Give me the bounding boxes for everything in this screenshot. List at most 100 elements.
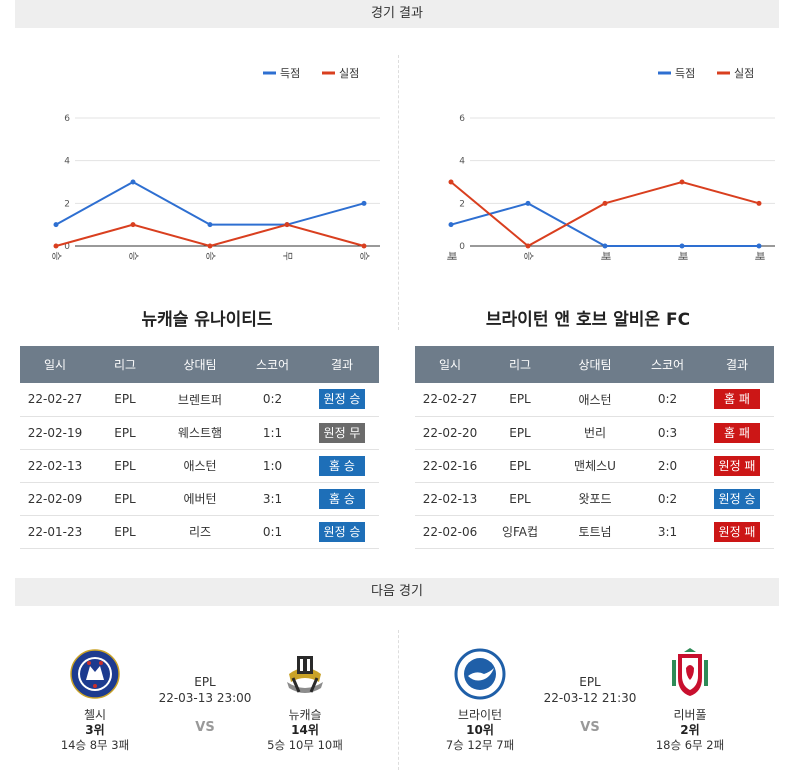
series-scored-point bbox=[448, 222, 454, 228]
next-match-card: 첼시 3위 14승 8무 3패 EPL 22-03-13 23:00 VS 뉴캐… bbox=[40, 640, 380, 770]
cell-date: 22-02-13 bbox=[415, 482, 485, 516]
form-chart-newcastle: 0 2 4 6 득점 실점승 승 승 무 승 bbox=[50, 67, 380, 261]
cell-league: EPL bbox=[90, 449, 160, 483]
team-title-right: 브라이턴 앤 호브 알비온 FC bbox=[485, 310, 691, 330]
x-tick-label: 승 bbox=[50, 251, 62, 260]
result-badge: 홈 패 bbox=[714, 389, 760, 410]
series-scored-point bbox=[53, 222, 59, 228]
home-team: 브라이턴 10위 7승 12무 7패 bbox=[425, 640, 535, 753]
series-conceded-point bbox=[284, 222, 290, 228]
table-row: 22-02-16 EPL 맨체스U 2:0 원정 패 bbox=[415, 449, 774, 483]
series-conceded-point bbox=[130, 222, 136, 228]
table-row: 22-02-27 EPL 애스턴 0:2 홈 패 bbox=[415, 383, 774, 417]
team-name: 브라이턴 bbox=[457, 708, 503, 722]
table-row: 22-01-23 EPL 리즈 0:1 원정 승 bbox=[20, 515, 379, 549]
match-league: EPL bbox=[194, 675, 216, 689]
cell-result: 원정 패 bbox=[700, 449, 774, 483]
cell-opponent: 웨스트햄 bbox=[160, 416, 240, 450]
header-score: 스코어 bbox=[635, 346, 700, 383]
cell-date: 22-02-06 bbox=[415, 515, 485, 549]
series-conceded-point bbox=[207, 243, 213, 249]
team-rank: 3위 bbox=[85, 723, 105, 737]
cell-score: 3:1 bbox=[240, 482, 305, 516]
cell-date: 22-02-27 bbox=[415, 383, 485, 417]
series-scored-point bbox=[756, 243, 762, 249]
form-chart-brighton: 0 2 4 6 득점 실점패 승 패 패 패 bbox=[445, 67, 775, 261]
x-tick-label: 패 bbox=[445, 251, 457, 260]
header-result: 결과 bbox=[700, 346, 774, 383]
cell-league: EPL bbox=[90, 482, 160, 516]
x-tick-label: 패 bbox=[676, 251, 688, 260]
y-tick-label: 2 bbox=[459, 199, 465, 209]
series-conceded-point bbox=[53, 243, 59, 249]
team-record: 14승 8무 3패 bbox=[60, 738, 130, 752]
cell-date: 22-01-23 bbox=[20, 515, 90, 549]
match-info: EPL 22-03-13 23:00 VS bbox=[140, 674, 270, 735]
cell-opponent: 맨체스U bbox=[555, 449, 635, 483]
cell-league: EPL bbox=[485, 449, 555, 483]
result-badge: 원정 승 bbox=[713, 488, 761, 509]
table-row: 22-02-19 EPL 웨스트햄 1:1 원정 무 bbox=[20, 416, 379, 450]
series-scored-point bbox=[679, 243, 685, 249]
table-row: 22-02-20 EPL 번리 0:3 홈 패 bbox=[415, 416, 774, 450]
cell-result: 홈 패 bbox=[700, 383, 774, 417]
cell-score: 2:0 bbox=[635, 449, 700, 483]
y-tick-label: 0 bbox=[64, 242, 70, 252]
cell-result: 원정 무 bbox=[305, 416, 379, 450]
result-badge: 원정 승 bbox=[318, 521, 366, 542]
cell-league: EPL bbox=[90, 416, 160, 450]
match-league: EPL bbox=[579, 675, 601, 689]
match-datetime: 22-03-13 23:00 bbox=[158, 691, 252, 705]
series-conceded-point bbox=[525, 243, 531, 249]
x-tick-label: 승 bbox=[127, 251, 139, 260]
cell-result: 홈 승 bbox=[305, 482, 379, 516]
header-opponent: 상대팀 bbox=[160, 346, 240, 383]
result-badge: 홈 승 bbox=[319, 488, 365, 509]
cell-score: 3:1 bbox=[635, 515, 700, 549]
legend-scored-label: 득점 bbox=[675, 67, 695, 80]
series-scored-point bbox=[361, 200, 367, 206]
result-badge: 원정 무 bbox=[318, 422, 366, 443]
chelsea-logo bbox=[70, 649, 120, 699]
cell-league: EPL bbox=[90, 383, 160, 417]
series-conceded-point bbox=[679, 179, 685, 185]
result-badge: 원정 패 bbox=[713, 521, 761, 542]
chart-right: 0 2 4 6 득점 실점 패 승 패 패 패 bbox=[415, 55, 795, 285]
brighton-logo bbox=[454, 648, 506, 700]
table-row: 22-02-09 EPL 에버턴 3:1 홈 승 bbox=[20, 482, 379, 516]
cell-result: 원정 패 bbox=[700, 515, 774, 549]
liverpool-logo bbox=[672, 648, 708, 696]
cell-league: EPL bbox=[90, 515, 160, 549]
team-name: 뉴캐슬 bbox=[288, 708, 322, 722]
cell-result: 원정 승 bbox=[305, 515, 379, 549]
away-team: 리버풀 2위 18승 6무 2패 bbox=[635, 640, 745, 753]
header-date: 일시 bbox=[20, 346, 90, 383]
table-row: 22-02-13 EPL 왓포드 0:2 원정 승 bbox=[415, 482, 774, 516]
header-score: 스코어 bbox=[240, 346, 305, 383]
match-datetime: 22-03-12 21:30 bbox=[543, 691, 637, 705]
legend-scored-label: 득점 bbox=[280, 67, 300, 80]
cell-result: 홈 패 bbox=[700, 416, 774, 450]
series-conceded-line bbox=[55, 223, 365, 248]
cell-score: 0:2 bbox=[635, 482, 700, 516]
cell-opponent: 번리 bbox=[555, 416, 635, 450]
y-tick-label: 0 bbox=[459, 242, 465, 252]
table-header-row: 일시 리그 상대팀 스코어 결과 bbox=[20, 346, 379, 383]
series-conceded-point bbox=[602, 200, 608, 206]
y-tick-label: 6 bbox=[459, 114, 465, 124]
cell-opponent: 에버턴 bbox=[160, 482, 240, 516]
next-match-card: 브라이턴 10위 7승 12무 7패 EPL 22-03-12 21:30 VS… bbox=[425, 640, 765, 770]
series-scored-point bbox=[602, 243, 608, 249]
results-section-header: 경기 결과 bbox=[15, 0, 779, 28]
team-name: 첼시 bbox=[83, 708, 107, 722]
x-tick-label: 패 bbox=[599, 251, 611, 260]
cell-opponent: 토트넘 bbox=[555, 515, 635, 549]
x-tick-label: 승 bbox=[358, 251, 370, 260]
legend-conceded-label: 실점 bbox=[339, 67, 359, 80]
cell-date: 22-02-13 bbox=[20, 449, 90, 483]
x-tick-label: 승 bbox=[522, 251, 534, 260]
cell-result: 원정 승 bbox=[305, 383, 379, 417]
table-row: 22-02-27 EPL 브렌트퍼 0:2 원정 승 bbox=[20, 383, 379, 417]
series-scored-line bbox=[450, 202, 759, 247]
